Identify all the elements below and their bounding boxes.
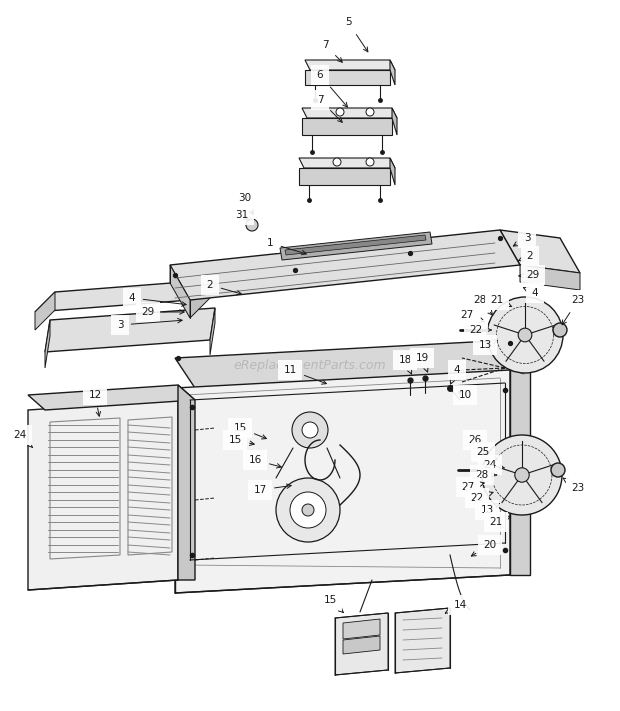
Polygon shape	[35, 292, 55, 330]
Polygon shape	[305, 70, 390, 85]
Polygon shape	[343, 636, 380, 654]
Text: 7: 7	[317, 95, 342, 122]
Text: 20: 20	[471, 540, 497, 556]
Circle shape	[302, 504, 314, 516]
Text: 23: 23	[563, 478, 585, 493]
Polygon shape	[302, 118, 392, 135]
Polygon shape	[299, 158, 395, 168]
Text: 12: 12	[89, 390, 102, 416]
Polygon shape	[210, 308, 215, 355]
Text: 10: 10	[458, 390, 472, 400]
Polygon shape	[395, 608, 450, 673]
Text: 25: 25	[476, 447, 497, 460]
Circle shape	[482, 435, 562, 515]
Text: 13: 13	[480, 503, 499, 515]
Polygon shape	[500, 230, 580, 273]
Circle shape	[290, 492, 326, 528]
Polygon shape	[285, 235, 426, 255]
Text: 1: 1	[267, 238, 306, 255]
Polygon shape	[28, 400, 178, 590]
Text: 22: 22	[469, 325, 491, 335]
Polygon shape	[392, 108, 397, 135]
Polygon shape	[170, 230, 520, 300]
Text: 21: 21	[489, 516, 511, 527]
Text: 3: 3	[513, 233, 530, 246]
Text: 14: 14	[445, 600, 467, 613]
Text: 4: 4	[450, 365, 460, 384]
Polygon shape	[390, 158, 395, 185]
Circle shape	[551, 463, 565, 477]
Text: 4: 4	[523, 287, 538, 298]
Text: 15: 15	[228, 435, 254, 445]
Text: 13: 13	[479, 340, 497, 350]
Text: 16: 16	[249, 455, 281, 468]
Circle shape	[276, 478, 340, 542]
Polygon shape	[280, 232, 432, 260]
Circle shape	[336, 108, 344, 116]
Text: 23: 23	[562, 295, 585, 325]
Polygon shape	[390, 60, 395, 85]
Circle shape	[518, 328, 532, 342]
Polygon shape	[175, 340, 530, 388]
Text: 22: 22	[471, 492, 493, 503]
Text: 29: 29	[141, 307, 184, 317]
Text: 5: 5	[345, 17, 368, 52]
Circle shape	[366, 108, 374, 116]
Circle shape	[333, 158, 341, 166]
Polygon shape	[45, 308, 215, 352]
Polygon shape	[45, 320, 50, 368]
Polygon shape	[35, 280, 210, 312]
Text: 4: 4	[129, 293, 186, 306]
Circle shape	[553, 323, 567, 337]
Circle shape	[487, 297, 563, 373]
Text: 27: 27	[461, 310, 484, 322]
Circle shape	[246, 219, 258, 231]
Polygon shape	[28, 385, 195, 410]
Text: eReplacementParts.com: eReplacementParts.com	[234, 358, 386, 372]
Polygon shape	[190, 280, 210, 318]
Text: 26: 26	[468, 435, 487, 455]
Text: 29: 29	[518, 270, 539, 280]
Circle shape	[366, 158, 374, 166]
Polygon shape	[178, 385, 195, 580]
Text: 30: 30	[239, 193, 254, 215]
Polygon shape	[305, 60, 395, 70]
Text: 2: 2	[206, 280, 241, 295]
Polygon shape	[175, 370, 510, 593]
Polygon shape	[302, 108, 397, 118]
Text: 18: 18	[399, 355, 412, 374]
Text: 11: 11	[283, 365, 326, 384]
Text: 31: 31	[236, 210, 249, 220]
Polygon shape	[520, 265, 580, 290]
Circle shape	[292, 412, 328, 448]
Text: 15: 15	[324, 595, 343, 612]
Text: 17: 17	[254, 484, 291, 495]
Polygon shape	[299, 168, 390, 185]
Text: 21: 21	[490, 295, 511, 306]
Text: 19: 19	[415, 353, 428, 372]
Polygon shape	[343, 619, 380, 639]
Text: 15: 15	[233, 423, 267, 439]
Text: 24: 24	[14, 430, 32, 447]
Circle shape	[302, 422, 318, 438]
Polygon shape	[335, 613, 388, 675]
Text: 28: 28	[476, 470, 497, 480]
Polygon shape	[510, 370, 530, 575]
Polygon shape	[170, 265, 190, 318]
Circle shape	[515, 468, 529, 482]
Text: 7: 7	[322, 40, 342, 63]
Text: 2: 2	[518, 251, 533, 261]
Text: 24: 24	[484, 460, 505, 470]
Text: 28: 28	[474, 295, 492, 315]
Text: 3: 3	[117, 319, 182, 330]
Text: 6: 6	[317, 70, 347, 107]
Text: 27: 27	[461, 482, 484, 492]
